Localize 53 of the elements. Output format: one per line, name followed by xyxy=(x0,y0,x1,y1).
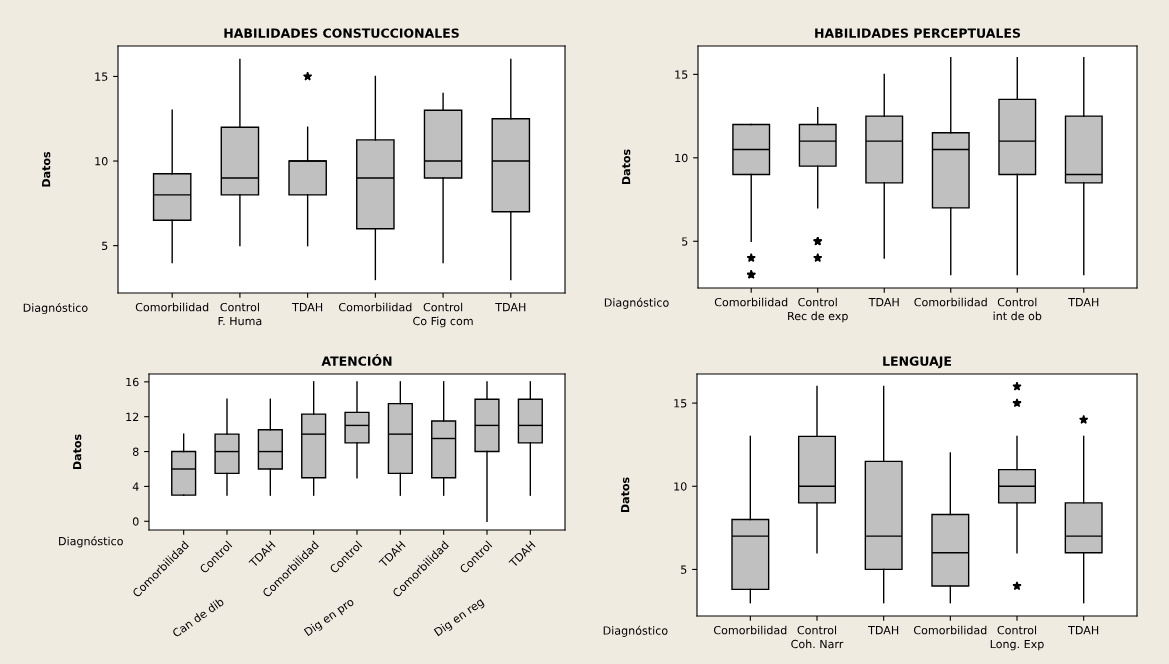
x-tick-label: TDAH xyxy=(495,303,526,312)
text: Long. Exp xyxy=(990,639,1044,651)
x-axis-title: Diagnóstico xyxy=(604,297,669,309)
y-tick-label: 16 xyxy=(126,377,139,387)
y-tick-label: 12 xyxy=(126,412,139,421)
x-axis-title: Diagnóstico xyxy=(603,625,668,637)
chart-title: ATENCIÓN xyxy=(321,354,392,366)
y-tick-label: 5 xyxy=(102,241,108,251)
text: Dig en pro xyxy=(303,597,356,639)
x-tick-label: Comorbilidad xyxy=(913,625,987,635)
chart-title: HABILIDADES PERCEPTUALES xyxy=(815,28,1021,38)
text: Co Fig com xyxy=(413,316,473,328)
x-tick-label: Comorbilidad xyxy=(339,302,412,312)
y-tick-label: 10 xyxy=(674,482,687,491)
text: Dig en reg xyxy=(433,597,486,639)
y-axis-title: Datos xyxy=(42,151,51,187)
x-tick-label: TDAH xyxy=(868,626,899,635)
y-tick-label: 4 xyxy=(132,482,139,491)
x-tick-label: TDAH xyxy=(1068,298,1099,307)
x-tick-label: Comorbilidad xyxy=(135,302,209,312)
text: F. Huma xyxy=(218,316,262,326)
x-tick-label: Comorbilidad xyxy=(914,297,987,307)
text: Coh. Narr xyxy=(791,639,844,649)
y-axis-title: Datos xyxy=(621,477,630,513)
x-tick-label: TDAH xyxy=(1068,626,1099,635)
y-tick-label: 0 xyxy=(132,517,139,526)
chart-title: HABILIDADES CONSTUCCIONALES xyxy=(224,28,459,38)
y-tick-label: 15 xyxy=(675,70,688,79)
x-tick-label: Control xyxy=(997,297,1037,307)
y-axis-title: Datos xyxy=(622,149,631,185)
x-axis-title: Diagnóstico xyxy=(23,302,88,315)
text: Rec de exp xyxy=(788,311,848,323)
x-tick-label: TDAH xyxy=(868,298,899,307)
y-axis-title: Datos xyxy=(73,434,82,470)
x-tick-label: TDAH xyxy=(292,303,323,312)
text: Can de dib xyxy=(171,597,225,638)
x-axis-title: Diagnóstico xyxy=(59,536,123,548)
x-tick-label: Comorbilidad xyxy=(714,297,788,307)
x-tick-label: Control xyxy=(798,297,837,307)
x-tick-label: Control xyxy=(423,302,463,312)
x-tick-label: Control xyxy=(997,625,1037,635)
y-tick-label: 10 xyxy=(675,153,688,163)
y-tick-label: 5 xyxy=(681,565,687,574)
y-tick-label: 15 xyxy=(95,72,108,81)
y-tick-label: 5 xyxy=(682,237,688,246)
y-tick-label: 10 xyxy=(95,157,108,166)
text: int de ob xyxy=(993,311,1042,321)
chart-title: LENGUAJE xyxy=(883,356,952,369)
y-tick-label: 15 xyxy=(674,399,687,408)
y-tick-label: 8 xyxy=(132,447,139,456)
x-tick-label: Control xyxy=(220,302,259,312)
x-tick-label: Comorbilidad xyxy=(713,625,787,635)
x-tick-label: Control xyxy=(797,625,837,635)
